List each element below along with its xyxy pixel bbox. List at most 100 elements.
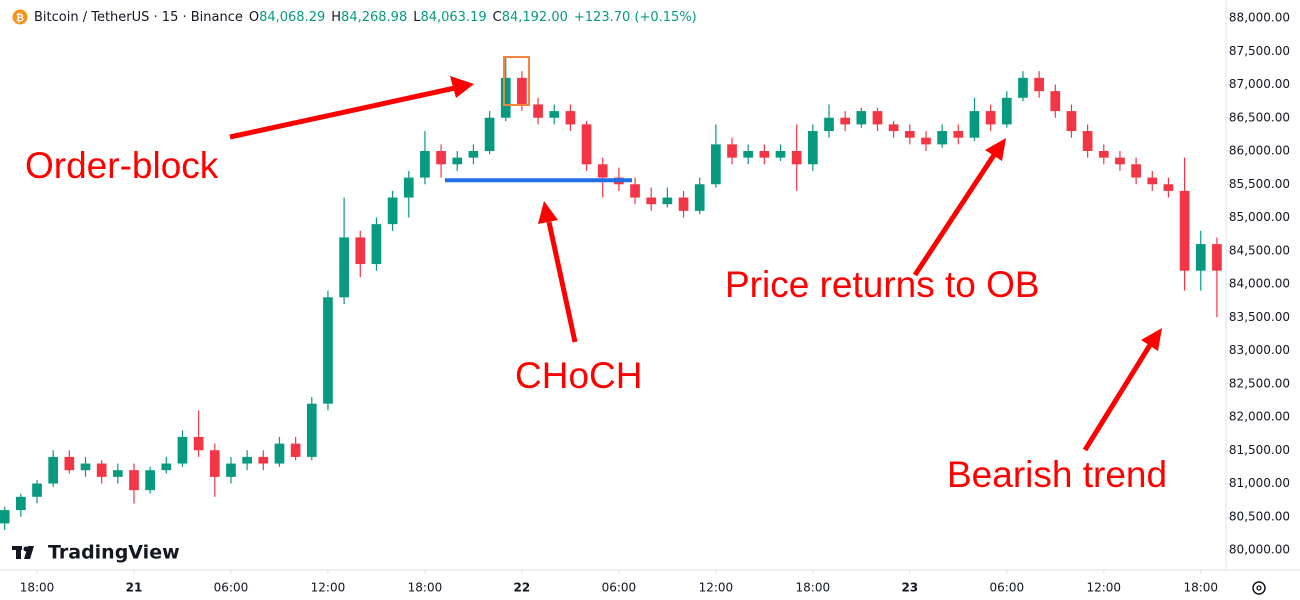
arrows — [229, 76, 1162, 452]
candle-body — [16, 496, 26, 511]
watermark: TradingView — [48, 542, 180, 564]
candle-body — [258, 456, 269, 464]
candle-body — [209, 450, 220, 477]
candle-body — [371, 224, 382, 265]
x-tick-label: 22 — [514, 581, 531, 595]
candle-body — [1115, 157, 1125, 165]
y-tick-label: 86,500.00 — [1229, 110, 1290, 124]
ohlc-value: 84,063.19 — [420, 9, 487, 25]
candle-body — [517, 77, 527, 105]
y-tick-label: 84,000.00 — [1229, 277, 1290, 291]
y-tick-label: 81,000.00 — [1229, 476, 1290, 490]
candle-body — [904, 131, 915, 138]
candle-body — [1147, 177, 1158, 185]
candle-body — [1034, 77, 1044, 92]
candle-body — [1082, 131, 1093, 151]
order-block-box — [503, 56, 530, 106]
annotation: Price returns to OB — [725, 264, 1040, 305]
candle-body — [1098, 151, 1109, 158]
y-tick-label: 85,000.00 — [1229, 210, 1290, 224]
candle-body — [290, 443, 301, 457]
y-tick-label: 81,500.00 — [1229, 443, 1290, 457]
candle-body — [129, 470, 139, 491]
candle-body — [630, 184, 640, 198]
candle-body — [1179, 190, 1190, 271]
y-tick-label: 86,000.00 — [1229, 144, 1290, 158]
arrow-head — [985, 138, 1006, 161]
x-tick-label: 12:00 — [699, 581, 734, 595]
x-tick-label: 12:00 — [1086, 581, 1121, 595]
candle-body — [888, 124, 899, 132]
candle-body — [743, 151, 754, 158]
candle-body — [791, 151, 802, 165]
candle-body — [662, 197, 673, 205]
ohlc-key: H — [331, 9, 342, 25]
candle-body — [193, 436, 204, 451]
arrow-head — [1141, 328, 1162, 351]
candle-body — [420, 151, 430, 178]
annotation: Bearish trend — [947, 454, 1167, 495]
x-tick-label: 06:00 — [214, 581, 249, 595]
gear-center[interactable] — [1256, 585, 1262, 591]
candle-body — [581, 124, 592, 165]
candle-body — [872, 111, 883, 125]
y-tick-label: 83,000.00 — [1229, 343, 1290, 357]
candle-body — [985, 111, 996, 125]
x-tick-label: 18:00 — [796, 581, 831, 595]
candle-body — [646, 197, 657, 205]
x-tick-label: 23 — [901, 581, 918, 595]
candle-body — [339, 237, 349, 298]
x-tick-label: 06:00 — [990, 581, 1025, 595]
ohlc-value: 84,268.98 — [341, 9, 408, 25]
candle-body — [1131, 164, 1141, 178]
candle-body — [727, 144, 737, 158]
settings-icon[interactable] — [1252, 581, 1266, 595]
change: +123.70 (+0.15%) — [573, 9, 697, 25]
logo-mark — [16, 546, 21, 559]
candle-body — [694, 184, 705, 211]
candle-body — [96, 463, 107, 477]
candle-body — [1001, 97, 1012, 125]
logo: TradingView — [12, 542, 180, 564]
candle-body — [937, 131, 947, 145]
candle-body — [177, 436, 188, 464]
candle-body — [32, 483, 42, 497]
candle-body — [1050, 91, 1061, 112]
candle-body — [969, 111, 980, 138]
ohlc-item: O84,068.29 — [249, 10, 325, 25]
x-tick-label: 21 — [126, 581, 143, 595]
candle-body — [355, 237, 366, 265]
candle-body — [1163, 184, 1174, 191]
y-tick-label: 82,500.00 — [1229, 376, 1290, 390]
candle-body — [468, 151, 479, 158]
candle-body — [436, 151, 446, 165]
annotation: CHoCH — [515, 355, 642, 396]
arrow — [912, 153, 997, 277]
ohlc-item: H84,268.98 — [331, 10, 407, 25]
x-tick-label: 12:00 — [311, 581, 346, 595]
candle-body — [306, 403, 317, 457]
candle-body — [597, 164, 608, 178]
candle-body — [242, 456, 252, 464]
candle-body — [1018, 77, 1028, 98]
symbol-header: ₿ Bitcoin / TetherUS · 15 · Binance O84,… — [12, 9, 697, 25]
candle-body — [145, 470, 156, 491]
ohlc-key: L — [413, 9, 421, 25]
candle-body — [840, 117, 851, 125]
candle-body — [387, 197, 398, 225]
coin-icon: ₿ — [12, 9, 28, 25]
candle-body — [775, 151, 786, 158]
candle-body — [226, 463, 236, 477]
candle-body — [64, 456, 75, 471]
candle-body — [533, 104, 543, 118]
candle-body — [1066, 111, 1077, 132]
x-tick-label: 18:00 — [408, 581, 443, 595]
annotation: Order-block — [25, 145, 219, 186]
gear[interactable] — [1252, 581, 1266, 595]
y-tick-label: 85,500.00 — [1229, 177, 1290, 191]
ohlc-item: L84,063.19 — [413, 10, 486, 25]
candle-body — [921, 137, 931, 145]
candle-body — [549, 111, 560, 118]
candle-body — [161, 463, 172, 471]
